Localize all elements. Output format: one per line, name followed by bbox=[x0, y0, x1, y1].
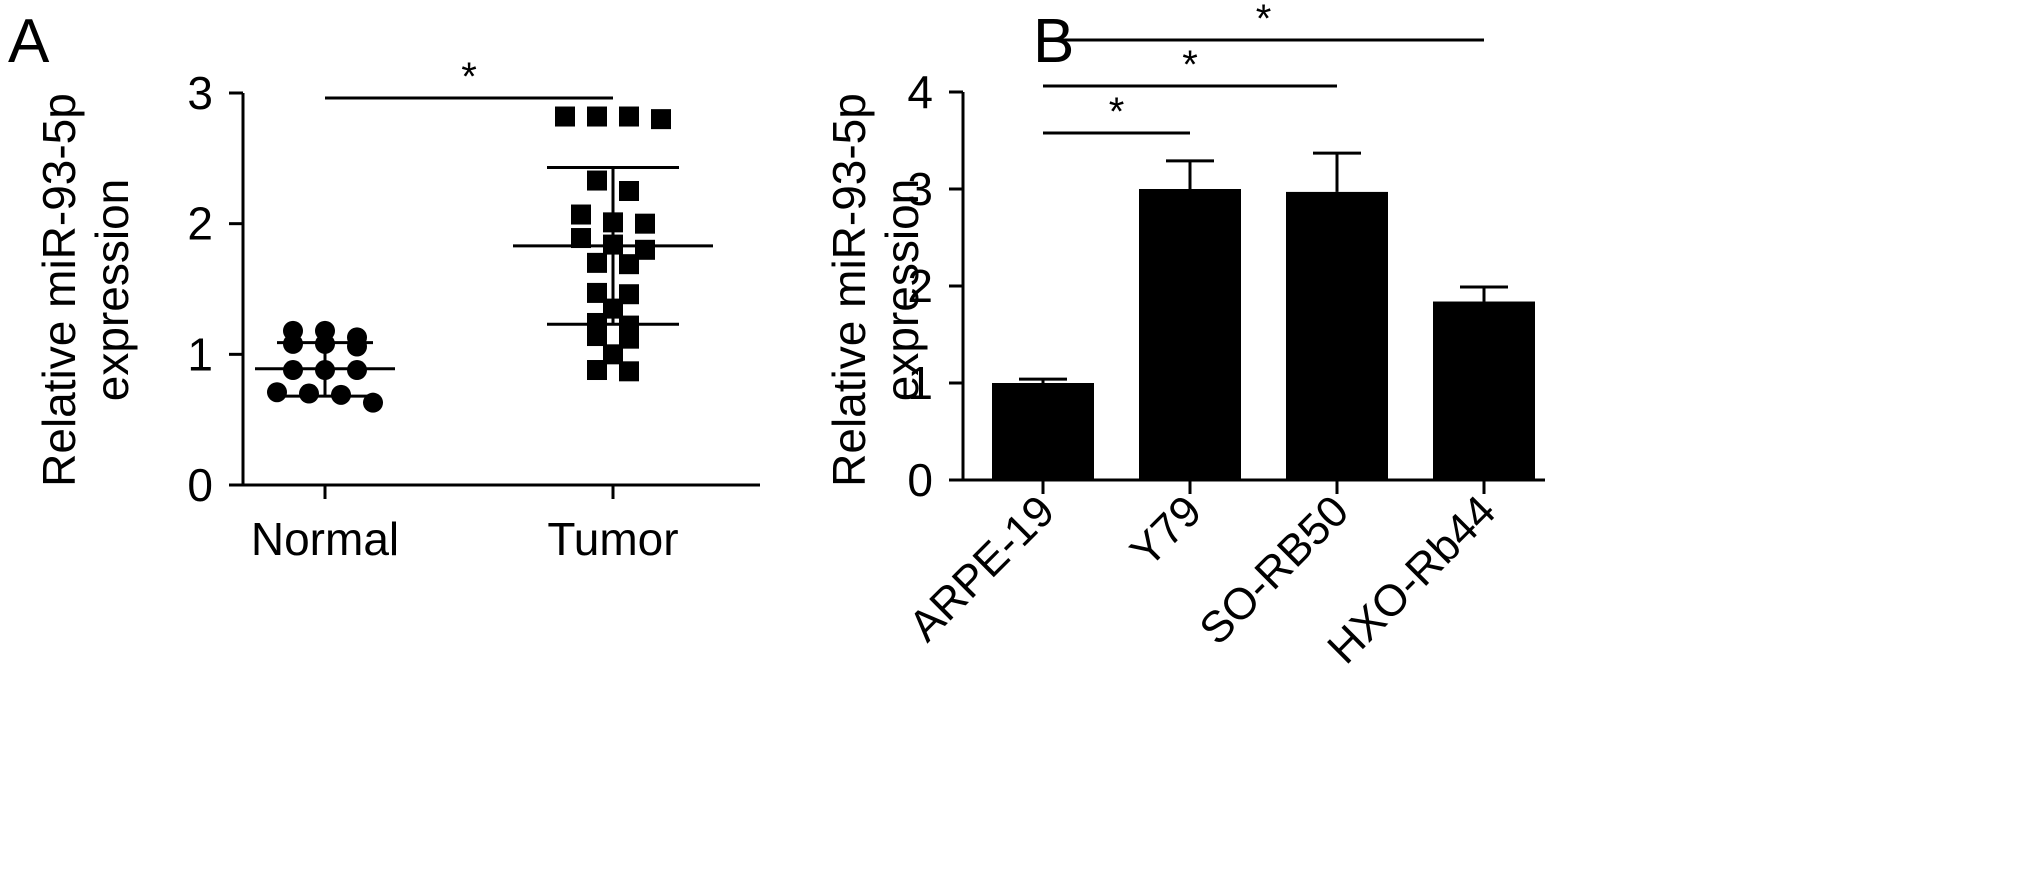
panel-a-point-normal bbox=[347, 336, 367, 357]
panel-a-point-tumor bbox=[619, 254, 639, 275]
panel-a-point-tumor bbox=[635, 213, 655, 234]
panel-b-ytick-label: 0 bbox=[907, 454, 933, 506]
panel-a-point-normal bbox=[363, 392, 383, 413]
panel-b-ylabel-line2: expression bbox=[876, 179, 928, 401]
panel-a-ylabel-line1: Relative miR-93-5p bbox=[33, 93, 85, 487]
panel-b-significance-label: * bbox=[1256, 0, 1272, 41]
panel-a-point-tumor bbox=[555, 106, 575, 127]
panel-a-ytick-label: 2 bbox=[187, 198, 213, 250]
panel-a-significance-label: * bbox=[461, 55, 477, 99]
panel-a-point-tumor bbox=[619, 284, 639, 305]
panel-b-bar bbox=[992, 383, 1094, 480]
panel-b-bar bbox=[1433, 301, 1535, 480]
panel-a-point-tumor bbox=[619, 181, 639, 201]
panel-a-point-tumor bbox=[587, 282, 607, 303]
panel-a-point-tumor bbox=[619, 328, 639, 349]
panel-a-ytick-label: 0 bbox=[187, 459, 213, 511]
panel-a-ytick-label: 1 bbox=[187, 328, 213, 380]
panel-a-point-tumor bbox=[587, 170, 607, 191]
panel-b-ylabel-line1: Relative miR-93-5p bbox=[823, 93, 875, 487]
panel-b-bar bbox=[1139, 189, 1241, 480]
panel-a-xtick-label: Tumor bbox=[547, 513, 678, 565]
panel-b-ytick-label: 3 bbox=[907, 163, 933, 215]
panel-a-point-tumor bbox=[587, 106, 607, 127]
panel-b-ytick-label: 1 bbox=[907, 357, 933, 409]
panel-a-scatter-chart: Relative miR-93-5p expression 0 1 2 3 Norma… bbox=[33, 55, 760, 565]
panel-a-point-tumor bbox=[619, 106, 639, 127]
panel-a-point-tumor bbox=[571, 228, 591, 249]
panel-a-point-tumor bbox=[651, 109, 671, 130]
panel-b-xtick-label: ARPE-19 bbox=[900, 486, 1064, 650]
panel-a-point-tumor bbox=[619, 361, 639, 382]
panel-a-point-normal bbox=[267, 382, 287, 403]
panel-a-point-tumor bbox=[587, 360, 607, 381]
panel-a-label: A bbox=[8, 7, 50, 76]
panel-b-significance-label: * bbox=[1109, 90, 1125, 134]
panel-a-point-tumor bbox=[587, 326, 607, 347]
panel-b-ytick-label: 4 bbox=[907, 66, 933, 118]
panel-a-point-tumor bbox=[603, 344, 623, 365]
panel-a-point-tumor bbox=[587, 252, 607, 273]
panel-b-bar bbox=[1286, 191, 1388, 480]
panel-a-xtick-label: Normal bbox=[251, 513, 399, 565]
panel-a-ylabel-line2: expression bbox=[86, 179, 138, 401]
panel-b-ytick-label: 2 bbox=[907, 260, 933, 312]
panel-b-significance-label: * bbox=[1182, 43, 1198, 87]
panel-b-bar-chart: Relative miR-93-5p expression 0 1 2 3 4 ARPE… bbox=[823, 0, 1545, 673]
panel-a-point-normal bbox=[299, 383, 319, 404]
panel-a-point-tumor bbox=[571, 204, 591, 225]
panel-b-xtick-label: Y79 bbox=[1121, 486, 1211, 576]
panel-a-ytick-label: 3 bbox=[187, 67, 213, 119]
